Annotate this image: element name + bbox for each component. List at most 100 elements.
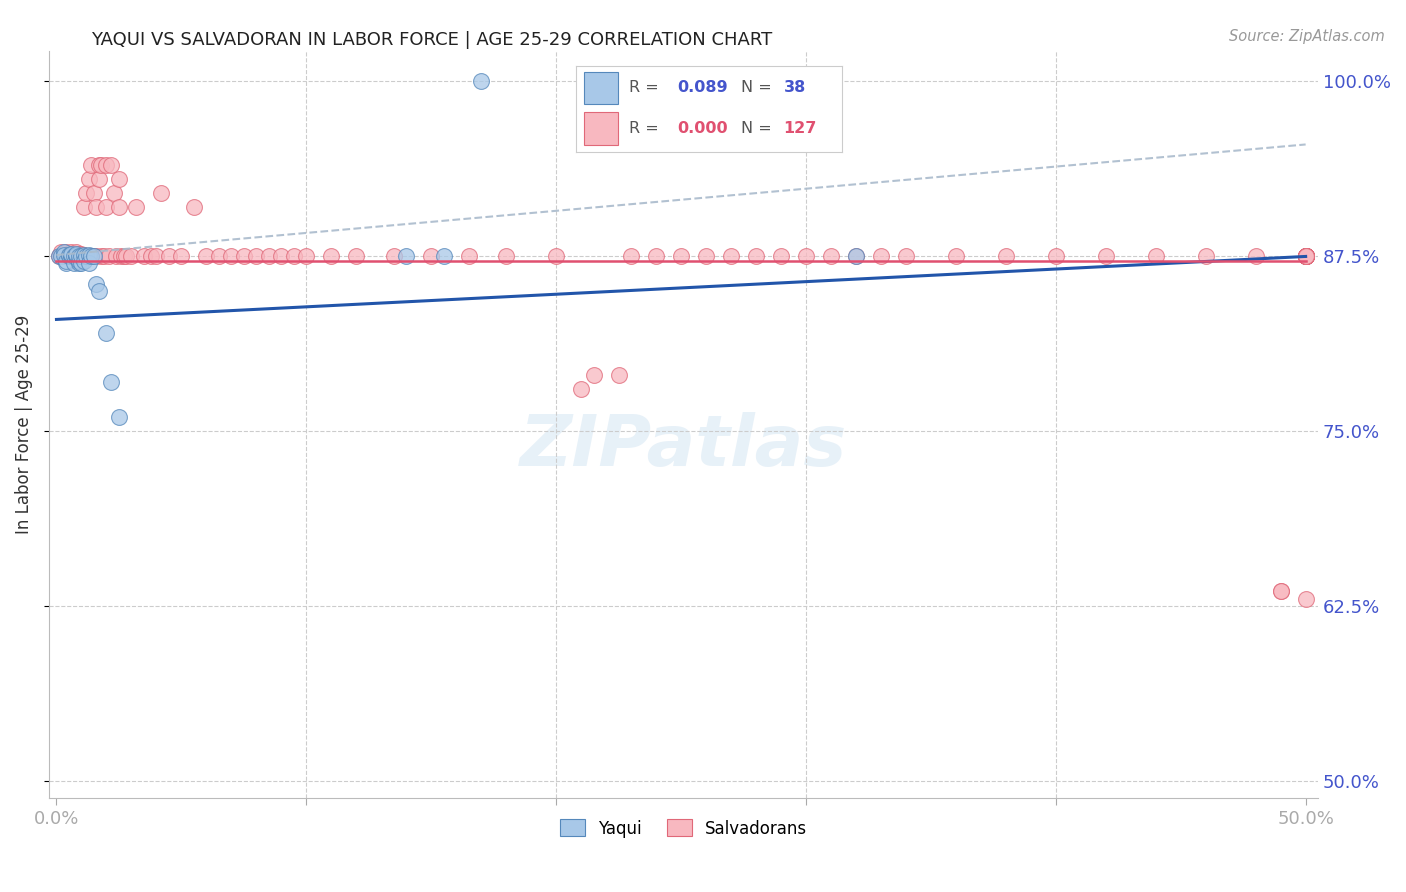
Point: [125, 201, 148, 215]
Point: [120, 249, 142, 263]
Point: [48, 249, 70, 263]
Point: [620, 249, 643, 263]
Point: [108, 172, 131, 186]
Point: [63, 248, 86, 262]
Point: [132, 249, 155, 263]
Point: [75, 249, 97, 263]
Point: [1295, 249, 1317, 263]
Point: [58, 249, 80, 263]
Text: Source: ZipAtlas.com: Source: ZipAtlas.com: [1229, 29, 1385, 44]
Point: [1144, 249, 1167, 263]
Point: [183, 201, 205, 215]
Point: [100, 158, 122, 172]
Point: [51, 249, 73, 263]
Point: [90, 249, 112, 263]
Point: [769, 249, 792, 263]
Point: [67, 248, 90, 262]
Point: [65, 248, 87, 262]
Point: [1295, 249, 1317, 263]
Point: [1295, 249, 1317, 263]
Point: [1295, 249, 1317, 263]
Point: [55, 245, 77, 260]
Point: [232, 249, 254, 263]
Point: [65, 248, 87, 262]
Point: [58, 248, 80, 262]
Point: [103, 186, 125, 201]
Point: [569, 383, 592, 397]
Point: [52, 249, 75, 263]
Point: [245, 249, 267, 263]
Point: [1270, 584, 1292, 599]
Point: [77, 249, 100, 263]
Point: [1295, 249, 1317, 263]
Point: [86, 277, 108, 292]
Point: [745, 249, 768, 263]
Point: [110, 249, 132, 263]
Point: [141, 249, 163, 263]
Point: [51, 245, 73, 260]
Point: [607, 368, 630, 383]
Point: [96, 326, 118, 341]
Point: [845, 249, 868, 263]
Point: [195, 249, 218, 263]
Point: [77, 172, 100, 186]
Point: [1295, 249, 1317, 263]
Text: ZIPatlas: ZIPatlas: [520, 412, 848, 482]
Point: [67, 256, 90, 270]
Point: [344, 249, 367, 263]
Point: [77, 256, 100, 270]
Point: [65, 246, 87, 260]
Point: [55, 253, 77, 268]
Point: [658, 74, 681, 88]
Y-axis label: In Labor Force | Age 25-29: In Labor Force | Age 25-29: [15, 315, 32, 534]
Point: [257, 249, 280, 263]
Point: [75, 249, 97, 263]
Point: [87, 172, 110, 186]
Point: [52, 248, 75, 262]
Point: [108, 201, 131, 215]
Point: [945, 249, 967, 263]
Point: [70, 249, 93, 263]
Point: [1195, 249, 1218, 263]
Point: [63, 246, 86, 260]
Point: [1295, 249, 1317, 263]
Point: [100, 376, 122, 390]
Point: [93, 249, 115, 263]
Point: [48, 249, 70, 263]
Point: [67, 253, 90, 268]
Point: [170, 249, 193, 263]
Point: [90, 158, 112, 172]
Point: [67, 249, 90, 263]
Point: [77, 248, 100, 262]
Point: [60, 248, 83, 262]
Legend: Yaqui, Salvadorans: Yaqui, Salvadorans: [551, 811, 815, 846]
Point: [321, 249, 343, 263]
Point: [70, 256, 93, 270]
Point: [845, 249, 868, 263]
Point: [295, 249, 318, 263]
Point: [894, 249, 917, 263]
Point: [83, 249, 105, 263]
Point: [150, 186, 173, 201]
Point: [75, 186, 97, 201]
Point: [73, 253, 96, 268]
Point: [1295, 249, 1317, 263]
Point: [97, 249, 120, 263]
Point: [115, 249, 138, 263]
Point: [67, 249, 90, 263]
Point: [65, 249, 87, 263]
Point: [994, 249, 1017, 263]
Point: [1270, 584, 1292, 599]
Point: [208, 249, 231, 263]
Point: [1295, 249, 1317, 263]
Point: [83, 186, 105, 201]
Point: [70, 248, 93, 262]
Point: [80, 249, 103, 263]
Point: [65, 249, 87, 263]
Point: [395, 249, 418, 263]
Point: [794, 249, 817, 263]
Point: [157, 249, 180, 263]
Point: [58, 246, 80, 260]
Point: [1045, 249, 1067, 263]
Point: [55, 248, 77, 262]
